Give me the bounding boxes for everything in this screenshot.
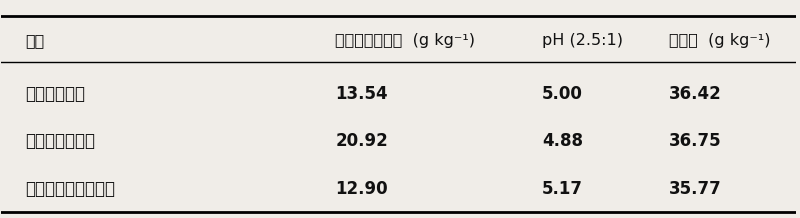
Text: 35.77: 35.77	[669, 180, 722, 198]
Text: 风干土壤含水量  (g kg⁻¹): 风干土壤含水量 (g kg⁻¹)	[335, 33, 475, 48]
Text: 36.75: 36.75	[669, 132, 722, 150]
Text: 36.42: 36.42	[669, 85, 722, 103]
Text: 溶剂热法处理后土壤: 溶剂热法处理后土壤	[26, 180, 115, 198]
Text: 5.17: 5.17	[542, 180, 583, 198]
Text: 原始污染土壤: 原始污染土壤	[26, 85, 86, 103]
Text: pH (2.5:1): pH (2.5:1)	[542, 33, 623, 48]
Text: 13.54: 13.54	[335, 85, 388, 103]
Text: 土壤: 土壤	[26, 33, 45, 48]
Text: 12.90: 12.90	[335, 180, 388, 198]
Text: 4.88: 4.88	[542, 132, 583, 150]
Text: 有机质  (g kg⁻¹): 有机质 (g kg⁻¹)	[669, 33, 770, 48]
Text: 20.92: 20.92	[335, 132, 388, 150]
Text: 索提处理后土壤: 索提处理后土壤	[26, 132, 95, 150]
Text: 5.00: 5.00	[542, 85, 583, 103]
